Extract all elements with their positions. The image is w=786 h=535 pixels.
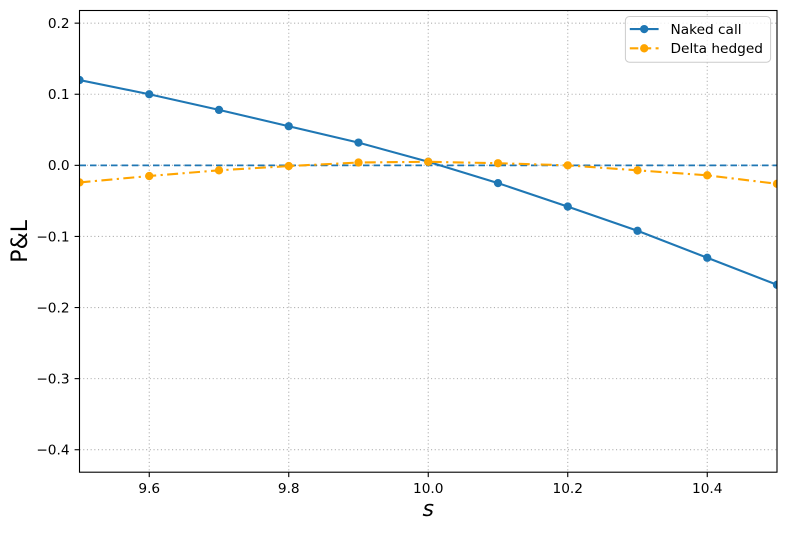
y-tick-label: 0.2: [48, 16, 70, 32]
y-tick-label: −0.1: [36, 229, 69, 245]
y-tick-label: 0.0: [48, 158, 70, 174]
y-tick-label: −0.2: [36, 300, 69, 316]
legend-entry-delta-hedged: Delta hedged: [629, 41, 763, 57]
y-tick-label: 0.1: [48, 87, 70, 103]
legend: Naked call Delta hedged: [624, 16, 772, 63]
data-point-marker: [563, 202, 572, 211]
data-point-marker: [145, 90, 154, 99]
data-point-marker: [703, 253, 712, 262]
x-tick-label: 9.6: [138, 481, 160, 497]
data-point-marker: [493, 159, 503, 168]
data-point-marker: [145, 171, 154, 181]
data-point-marker: [354, 138, 363, 147]
data-point-marker: [214, 166, 224, 175]
x-tick-label: 10.4: [692, 481, 722, 497]
data-point-marker: [424, 157, 433, 166]
data-point-marker: [214, 105, 224, 115]
data-point-marker: [633, 226, 642, 235]
series-line: [79, 160, 777, 185]
y-axis-label: P&L: [8, 219, 33, 262]
data-point-marker: [284, 122, 293, 131]
legend-label: Delta hedged: [671, 41, 763, 57]
y-axis: 0.2 0.1 0.0 −0.1 −0.2 −0.3 −0.4: [36, 16, 80, 459]
legend-handle-marker: [640, 24, 649, 34]
data-point-marker: [79, 178, 84, 187]
x-tick-label: 10.0: [413, 481, 443, 497]
series-delta-hedged: [79, 157, 777, 188]
data-point-marker: [284, 161, 293, 171]
x-tick-label: 10.2: [553, 481, 583, 497]
legend-label: Naked call: [671, 22, 742, 38]
data-point-marker: [633, 166, 642, 175]
legend-entry-naked-call: Naked call: [629, 22, 742, 38]
data-point-marker: [354, 158, 363, 167]
data-point-marker: [772, 179, 777, 188]
x-axis: 9.6 9.8 10.0 10.2 10.4: [138, 472, 722, 497]
x-tick-label: 9.8: [278, 481, 300, 497]
y-tick-label: −0.3: [36, 372, 69, 388]
legend-handle-marker: [640, 44, 649, 53]
data-point-marker: [493, 178, 503, 188]
data-point-marker: [703, 171, 712, 180]
data-point-marker: [563, 161, 572, 170]
data-point-marker: [772, 280, 777, 289]
data-point-marker: [79, 75, 84, 85]
y-tick-label: −0.4: [36, 443, 69, 459]
x-axis-label: s: [423, 497, 434, 522]
legend-box: [624, 16, 772, 63]
